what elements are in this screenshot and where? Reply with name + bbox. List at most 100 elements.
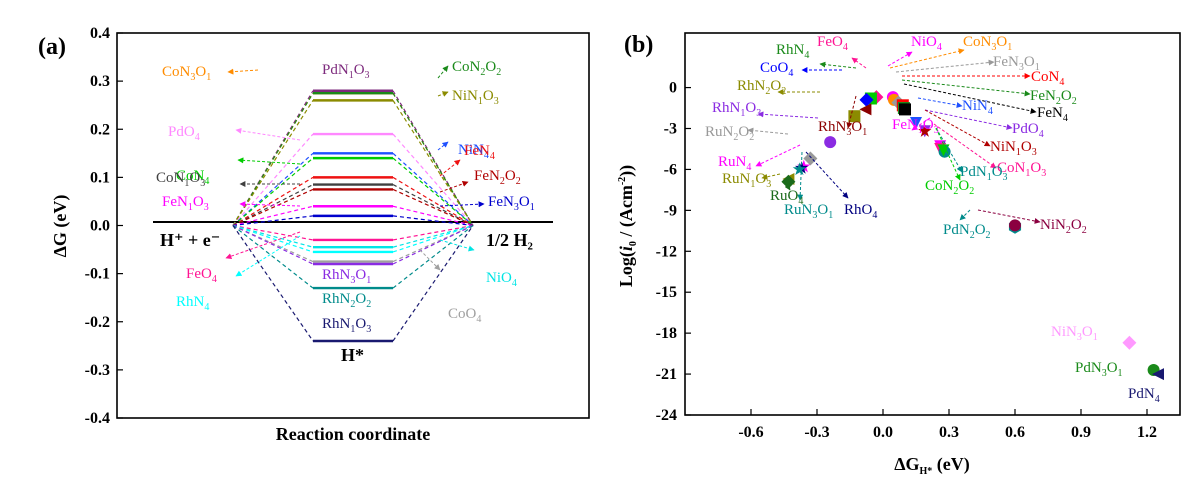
point-pointer-FeO4 (851, 57, 867, 69)
point-label-RuN4: RuN4 (718, 154, 751, 173)
point-pointer-RhO4 (805, 151, 849, 199)
point-pointer-RhN4 (819, 61, 857, 69)
panel-a-label: (a) (38, 34, 66, 60)
connector-left-RhN1O3 (232, 225, 314, 342)
point-label-FeN2O2: FeN2O2 (1030, 88, 1077, 107)
connector-right-RhN3O1 (392, 224, 474, 265)
connector-right-FeO4 (392, 224, 474, 241)
point-pointer-RuN4 (755, 144, 801, 167)
point-label-FeN4: FeN4 (1037, 105, 1068, 124)
panel-a-y-tick-label: -0.1 (85, 266, 110, 283)
panel-a-y-ticks: -0.4 -0.3 -0.2 -0.1 0.0 0.1 0.2 0.3 0.4 (85, 25, 123, 427)
point-pointer-NiN1O3 (924, 109, 991, 147)
state-middle-label: H* (341, 345, 364, 365)
level-label-FeO4: FeO4 (186, 266, 217, 285)
point-label-FeN1O3: FeN1O3 (892, 117, 939, 136)
point-pointer-RuN3O1 (797, 151, 804, 201)
level-label-RhN3O1: RhN3O1 (322, 267, 371, 286)
connector-right-CoN2O2 (392, 92, 474, 226)
energy-levels: CoN3O1 PdN1O3 CoN2O2 NiN1O3 PdO4 NiN4 CoN4 FeN4… (156, 59, 535, 343)
point-NiN2O2 (1009, 219, 1021, 232)
point-label-PdO4: PdO4 (1012, 121, 1044, 140)
connector-right-PdO4 (392, 133, 474, 226)
point-pointer-NiN4 (917, 97, 963, 108)
energy-diagram-panel: (a) ΔG (eV) Reaction coordinate -0.4 -0.3… (38, 25, 590, 444)
connector-right-PdN1O3 (392, 90, 474, 226)
panel-b-x-tick-label: -0.3 (804, 424, 829, 441)
connector-right-CoN4 (392, 157, 474, 226)
panel-b-x-tick-label: 1.2 (1137, 424, 1157, 441)
point-pointer-CoN1O3 (933, 123, 997, 169)
point-label-RuN3O1: RuN3O1 (784, 202, 833, 221)
level-pointer-NiO4 (439, 239, 475, 252)
point-label-PdN3O1: PdN3O1 (1075, 360, 1123, 379)
point-NiN4 (910, 117, 922, 130)
panel-a-y-tick-label: 0.1 (90, 169, 110, 186)
point-CoN2O2 (937, 144, 950, 157)
connector-left-PdN1O3 (232, 90, 314, 226)
point-pointer-RuN1O3 (761, 173, 781, 180)
point-RhN3O1 (859, 103, 872, 116)
connector-left-PdO4 (232, 133, 314, 226)
level-label-FeN4: FeN4 (464, 143, 495, 162)
point-pointer-FeN4 (903, 83, 1037, 114)
level-pointer-FeN4 (439, 159, 461, 177)
connector-right-CoO4 (392, 224, 474, 263)
point-label-PdN1O3: PdN1O3 (960, 164, 1008, 183)
point-pointer-NiO4 (887, 51, 913, 67)
point-label-CoN3O1: CoN3O1 (963, 34, 1012, 53)
level-pointer-NiN1O3 (437, 91, 449, 97)
panel-b-x-tick-label: 0.6 (1005, 424, 1025, 441)
panel-b-x-tick-label: 0.0 (873, 424, 893, 441)
connector-left-NiN1O3 (232, 100, 314, 226)
connector-left-RhN4 (232, 224, 314, 253)
level-label-CoO4: CoO4 (448, 306, 481, 325)
panel-a-y-axis-label: ΔG (eV) (50, 195, 71, 258)
point-RuN2O2 (803, 151, 818, 166)
level-pointer-CoN4 (237, 157, 301, 165)
level-label-RhN1O3: RhN1O3 (322, 316, 371, 335)
panel-a-y-tick-label: 0.2 (90, 121, 110, 138)
point-label-NiN2O2: NiN2O2 (1040, 217, 1087, 236)
point-pointer-FeN3O1 (895, 59, 995, 73)
connector-right-FeN3O1 (392, 215, 474, 227)
point-pointer-PdN2O2 (959, 209, 971, 221)
level-label-NiN4: NiN4 (458, 142, 489, 161)
point-FeN4 (899, 103, 911, 116)
point-RhN1O3 (824, 136, 837, 149)
panel-a-y-tick-label: 0.3 (90, 73, 110, 90)
point-label-CoN2O2: CoN2O2 (925, 178, 974, 197)
level-label-PdN1O3: CoN3O1 (162, 64, 211, 83)
connector-right-RhN1O3 (392, 225, 474, 342)
point-pointer-PdN1O3 (935, 127, 963, 173)
point-label-FeN3O1: FeN3O1 (993, 54, 1040, 73)
panel-b-y-tick-label: -21 (656, 366, 677, 383)
point-label-RhN1O3: RhN1O3 (712, 100, 761, 119)
connector-right-NiN4 (392, 152, 474, 226)
connector-left-FeN4 (232, 176, 314, 227)
panel-b-y-tick-label: -6 (664, 161, 677, 178)
point-label-NiN1O3: NiN1O3 (990, 139, 1037, 158)
point-pointer-RuO4 (783, 179, 791, 191)
level-pointer-PdO4 (235, 127, 301, 141)
level-label-NiN1O3: NiN1O3 (452, 88, 499, 107)
point-label-RuN1O3: RuN1O3 (722, 171, 771, 190)
panel-b-y-tick-label: -3 (664, 121, 677, 138)
panel-b-x-tick-label: 0.3 (939, 424, 959, 441)
point-label-RuO4: RuO4 (770, 188, 803, 207)
panel-b-ticks: -0.6 -0.3 0.0 0.3 0.6 0.9 1.2 0 -3 -6 -9 -12 -15 -18 -… (656, 80, 1157, 441)
point-label-RhN3O1: RhN3O1 (818, 119, 867, 138)
connector-left-NiN4 (232, 152, 314, 226)
panel-a-y-tick-label: -0.4 (85, 410, 110, 427)
point-label-NiN4: NiN4 (962, 98, 993, 117)
connector-right-CoN1O3 (392, 184, 474, 227)
panel-b-y-tick-label: -15 (656, 284, 677, 301)
state-left-label: H⁺ + e⁻ (160, 230, 220, 250)
panel-b-x-axis-label: ΔGH* (eV) (894, 454, 970, 477)
point-pointer-CoN2O2 (935, 127, 961, 181)
level-label-CoN4: CoN4 (176, 168, 209, 187)
level-pointer-NiN4 (437, 141, 449, 151)
connector-right-FeN2O2 (392, 188, 474, 227)
point-label-NiN3O1: NiN3O1 (1051, 324, 1098, 343)
